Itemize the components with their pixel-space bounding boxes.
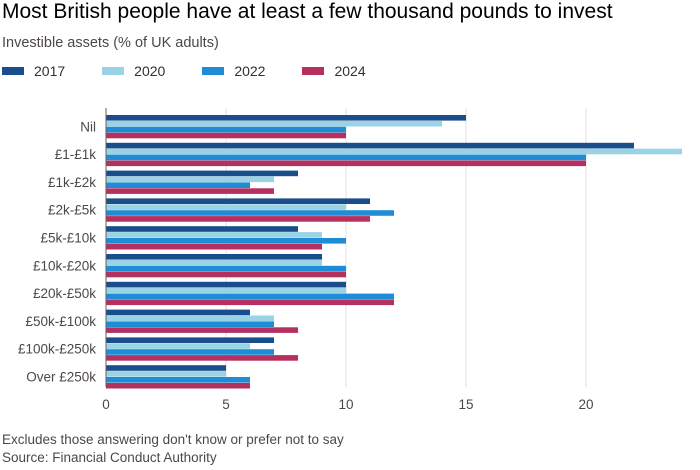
x-tick-label-20: 20 [578, 397, 593, 412]
legend-item-2017: 2017 [2, 63, 65, 79]
x-tick-label-15: 15 [458, 397, 473, 412]
bar-2022-6 [106, 293, 394, 300]
bar-2024-0 [106, 132, 346, 139]
bar-2024-4 [106, 243, 322, 250]
y-tick-label-9: Over £250k [26, 370, 96, 385]
y-tick-label-1: £1-£1k [55, 147, 97, 162]
bar-2017-9 [106, 365, 226, 371]
legend-swatch-2024 [302, 67, 325, 75]
bar-2017-4 [106, 226, 298, 232]
bar-2017-6 [106, 281, 346, 288]
bar-2022-3 [106, 210, 394, 216]
bar-2022-8 [106, 349, 274, 355]
bar-2017-7 [106, 309, 250, 316]
x-tick-label-10: 10 [338, 397, 353, 412]
bar-2024-6 [106, 299, 394, 306]
bar-2017-8 [106, 337, 274, 343]
x-tick-label-5: 5 [222, 397, 230, 412]
y-tick-label-5: £10k-£20k [33, 258, 96, 273]
y-tick-label-7: £50k-£100k [25, 314, 96, 329]
y-tick-label-3: £2k-£5k [48, 203, 96, 218]
bar-2022-5 [106, 265, 346, 272]
legend-item-2020: 2020 [102, 63, 165, 79]
x-tick-label-0: 0 [102, 397, 110, 412]
bar-2022-0 [106, 126, 346, 133]
bar-2024-1 [106, 160, 586, 167]
legend-item-2022: 2022 [202, 63, 265, 79]
bar-chart: 0 5 10 15 20 Nil £1-£1k £1k-£2k £2k-£5k £5k-£10k £… [18, 108, 682, 412]
bar-2017-1 [106, 142, 634, 149]
legend-label-2020: 2020 [134, 63, 166, 79]
y-tick-label-2: £1k-£2k [48, 175, 96, 190]
bar-2020-2 [106, 176, 274, 183]
bar-2024-2 [106, 188, 274, 194]
legend: 2017 2020 2022 2024 [2, 63, 391, 79]
y-tick-label-0: Nil [80, 119, 96, 134]
bar-2022-4 [106, 238, 346, 244]
bar-2017-3 [106, 198, 370, 204]
chart-title: Most British people have at least a few … [2, 0, 613, 23]
bar-2020-7 [106, 315, 274, 322]
bar-2022-9 [106, 377, 250, 383]
bar-2022-2 [106, 182, 250, 188]
bar-2020-8 [106, 343, 250, 349]
bar-2017-5 [106, 254, 322, 260]
legend-item-2024: 2024 [302, 63, 366, 79]
bar-2020-5 [106, 259, 322, 266]
bar-2022-1 [106, 154, 586, 161]
footnote: Excludes those answering don't know or p… [2, 432, 344, 447]
y-tick-label-8: £100k-£250k [18, 342, 96, 357]
bar-2020-9 [106, 371, 226, 377]
bar-2024-9 [106, 382, 250, 389]
bar-2020-1 [106, 148, 682, 155]
bar-2024-3 [106, 216, 370, 222]
bar-2024-8 [106, 355, 298, 361]
bar-2020-0 [106, 120, 442, 127]
legend-label-2024: 2024 [334, 63, 366, 79]
source-note: Source: Financial Conduct Authority [2, 450, 217, 465]
bar-2024-7 [106, 327, 298, 333]
chart-subtitle: Investible assets (% of UK adults) [2, 35, 219, 51]
bar-2020-4 [106, 232, 322, 238]
y-tick-label-6: £20k-£50k [33, 286, 96, 301]
y-tick-label-4: £5k-£10k [40, 231, 96, 246]
bar-2024-5 [106, 271, 346, 278]
legend-label-2022: 2022 [234, 63, 266, 79]
bar-2020-6 [106, 287, 346, 294]
legend-swatch-2020 [102, 67, 125, 75]
legend-label-2017: 2017 [34, 63, 66, 79]
legend-swatch-2022 [202, 67, 225, 75]
bar-2017-0 [106, 115, 466, 121]
bar-2020-3 [106, 204, 346, 210]
bar-2017-2 [106, 170, 298, 177]
bar-2022-7 [106, 321, 274, 327]
legend-swatch-2017 [2, 67, 24, 75]
